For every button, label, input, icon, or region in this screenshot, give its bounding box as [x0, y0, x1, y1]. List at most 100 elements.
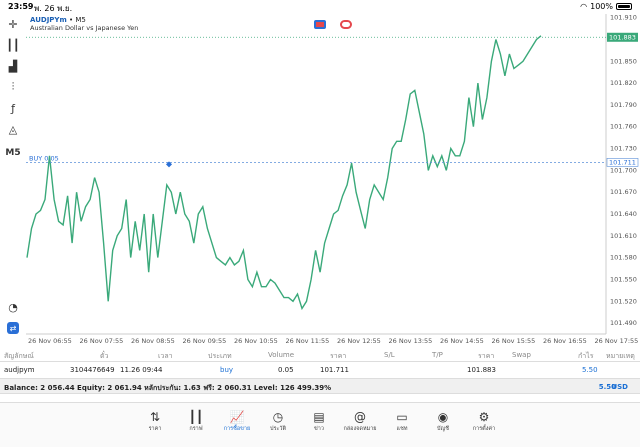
table-header: สัญลักษณ์ ตั๋ว เวลา ประเภท Volume ราคา S… — [0, 347, 640, 362]
y-tick-label: 101.910 — [610, 14, 637, 22]
nav-mailbox-label: กล่องจดหมาย — [343, 426, 377, 432]
nav-mailbox[interactable]: @ กล่องจดหมาย — [340, 409, 380, 433]
settings-gear-icon: ⚙ — [478, 410, 490, 424]
y-tick-label: 101.640 — [610, 210, 637, 218]
zoom-icon[interactable]: ◔ — [8, 300, 18, 314]
nav-trade-label: การซื้อขาย — [223, 426, 251, 432]
candles-icon: ┃┃ — [188, 410, 204, 424]
x-tick-label: 26 Nov 16:55 — [543, 337, 587, 345]
header-ticket: ตั๋ว — [100, 352, 109, 360]
nav-chart[interactable]: ┃┃ กราฟ — [176, 409, 216, 433]
status-time: 23:59 — [8, 2, 34, 11]
chart-symbol: AUDJPYm — [30, 16, 67, 24]
nav-news[interactable]: ▤ ข่าว — [299, 409, 339, 433]
battery-percent: 100% — [590, 2, 613, 11]
chart-type-icon[interactable]: ┃┃ — [6, 38, 20, 52]
nav-history[interactable]: ◷ ประวัติ — [258, 409, 298, 433]
balance-text: Balance: 2 056.44 Equity: 2 061.94 หลักป… — [4, 384, 332, 392]
status-date: พ. 26 พ.ย. — [34, 4, 73, 13]
one-click-trade-icon[interactable]: ⇄ — [7, 322, 19, 334]
y-tick-label: 101.760 — [610, 123, 637, 131]
current-price-tag — [607, 32, 638, 42]
nav-account[interactable]: ◉ บัญชี — [423, 409, 463, 433]
x-tick-label: 26 Nov 06:55 — [28, 337, 72, 345]
adjust-icon[interactable]: ⫶ — [11, 80, 15, 93]
sell-quick-icon[interactable] — [314, 20, 326, 29]
history-clock-icon: ◷ — [272, 410, 284, 424]
mailbox-at-icon: @ — [354, 410, 366, 424]
crosshair-icon[interactable]: ✛ — [8, 17, 18, 31]
nav-account-label: บัญชี — [437, 426, 449, 432]
nav-quotes[interactable]: ⇅ ราคา — [135, 409, 175, 433]
row-cur-price: 101.883 — [467, 366, 496, 374]
chat-icon: ▭ — [396, 410, 408, 424]
swap-arrows-icon: ⇅ — [149, 410, 161, 424]
header-symbol: สัญลักษณ์ — [4, 352, 34, 360]
row-profit: 5.50 — [582, 366, 598, 374]
y-tick-label: 101.850 — [610, 57, 637, 65]
status-bar: 23:59 พ. 26 พ.ย. ◠ 100% — [0, 0, 640, 14]
header-tp: T/P — [432, 351, 443, 359]
x-tick-label: 26 Nov 12:55 — [337, 337, 381, 345]
row-price: 101.711 — [320, 366, 349, 374]
entry-marker — [166, 161, 172, 168]
trade-table: สัญลักษณ์ ตั๋ว เวลา ประเภท Volume ราคา S… — [0, 347, 640, 377]
indicators-icon[interactable]: ▟ — [8, 59, 18, 73]
x-tick-label: 26 Nov 10:55 — [234, 337, 278, 345]
row-symbol: audjpym — [4, 366, 35, 374]
left-toolbar: ✛ ┃┃ ▟ ⫶ ƒ ◬ M5 ◔ ⇄ — [0, 14, 26, 344]
y-tick-label: 101.550 — [610, 275, 637, 283]
header-volume: Volume — [268, 351, 295, 359]
chart-timeframe-label: • M5 — [66, 16, 86, 24]
chart-area[interactable]: AUDJPYm • M5 Australian Dollar vs Japane… — [26, 14, 640, 346]
buy-quick-icon[interactable] — [340, 20, 352, 29]
header-type: ประเภท — [208, 352, 232, 360]
nav-chart-label: กราฟ — [189, 426, 203, 432]
row-type: buy — [220, 366, 234, 374]
x-tick-label: 26 Nov 09:55 — [183, 337, 227, 345]
nav-quotes-label: ราคา — [148, 426, 162, 432]
nav-chat-label: แชท — [396, 426, 408, 432]
trade-chart-icon: 📈 — [229, 410, 245, 424]
x-tick-label: 26 Nov 15:55 — [492, 337, 536, 345]
x-tick-label: 26 Nov 08:55 — [131, 337, 175, 345]
header-cur-price: ราคา — [478, 352, 495, 360]
y-tick-label: 101.730 — [610, 145, 637, 153]
x-tick-label: 26 Nov 11:55 — [286, 337, 330, 345]
nav-settings[interactable]: ⚙ การตั้งค่า — [464, 409, 504, 433]
y-tick-label: 101.520 — [610, 297, 637, 305]
y-tick-label: 101.610 — [610, 232, 637, 240]
function-icon[interactable]: ƒ — [11, 101, 15, 115]
balance-bar: Balance: 2 056.44 Equity: 2 061.94 หลักป… — [0, 378, 640, 394]
balance-currency: USD — [611, 383, 628, 391]
timeframe-button[interactable]: M5 — [5, 148, 21, 158]
bottom-nav: ⇅ ราคา ┃┃ กราฟ 📈 การซื้อขาย ◷ ประวัติ ▤ … — [0, 402, 640, 447]
header-sl: S/L — [384, 351, 395, 359]
buy-price-tag-label: 101.711 — [609, 159, 636, 167]
buy-price-tag — [606, 158, 639, 167]
current-price-tag-label: 101.883 — [609, 34, 636, 42]
y-tick-label: 101.700 — [610, 166, 637, 174]
nav-settings-label: การตั้งค่า — [472, 426, 496, 432]
header-time: เวลา — [158, 352, 173, 360]
header-profit: กำไร — [578, 352, 594, 360]
buy-level-label: BUY 0.05 — [29, 154, 59, 162]
y-tick-label: 101.580 — [610, 254, 637, 262]
row-volume: 0.05 — [278, 366, 294, 374]
table-row[interactable]: audjpym 3104476649 11.26 09:44 buy 0.05 … — [0, 362, 640, 377]
chart-title: AUDJPYm • M5 — [30, 16, 86, 24]
price-chart[interactable]: 101.910101.880101.850101.820101.790101.7… — [26, 14, 640, 346]
nav-trade[interactable]: 📈 การซื้อขาย — [217, 409, 257, 433]
battery-icon — [616, 3, 632, 10]
y-tick-label: 101.790 — [610, 101, 637, 109]
header-price: ราคา — [330, 352, 347, 360]
price-series-line — [26, 35, 542, 311]
objects-icon[interactable]: ◬ — [8, 122, 18, 136]
x-tick-label: 26 Nov 14:55 — [440, 337, 484, 345]
news-icon: ▤ — [313, 410, 325, 424]
nav-chat[interactable]: ▭ แชท — [382, 409, 422, 433]
status-right: ◠ 100% — [580, 2, 632, 11]
header-note: หมายเหตุ — [606, 352, 635, 360]
nav-history-label: ประวัติ — [269, 426, 287, 432]
nav-news-label: ข่าว — [314, 426, 324, 432]
